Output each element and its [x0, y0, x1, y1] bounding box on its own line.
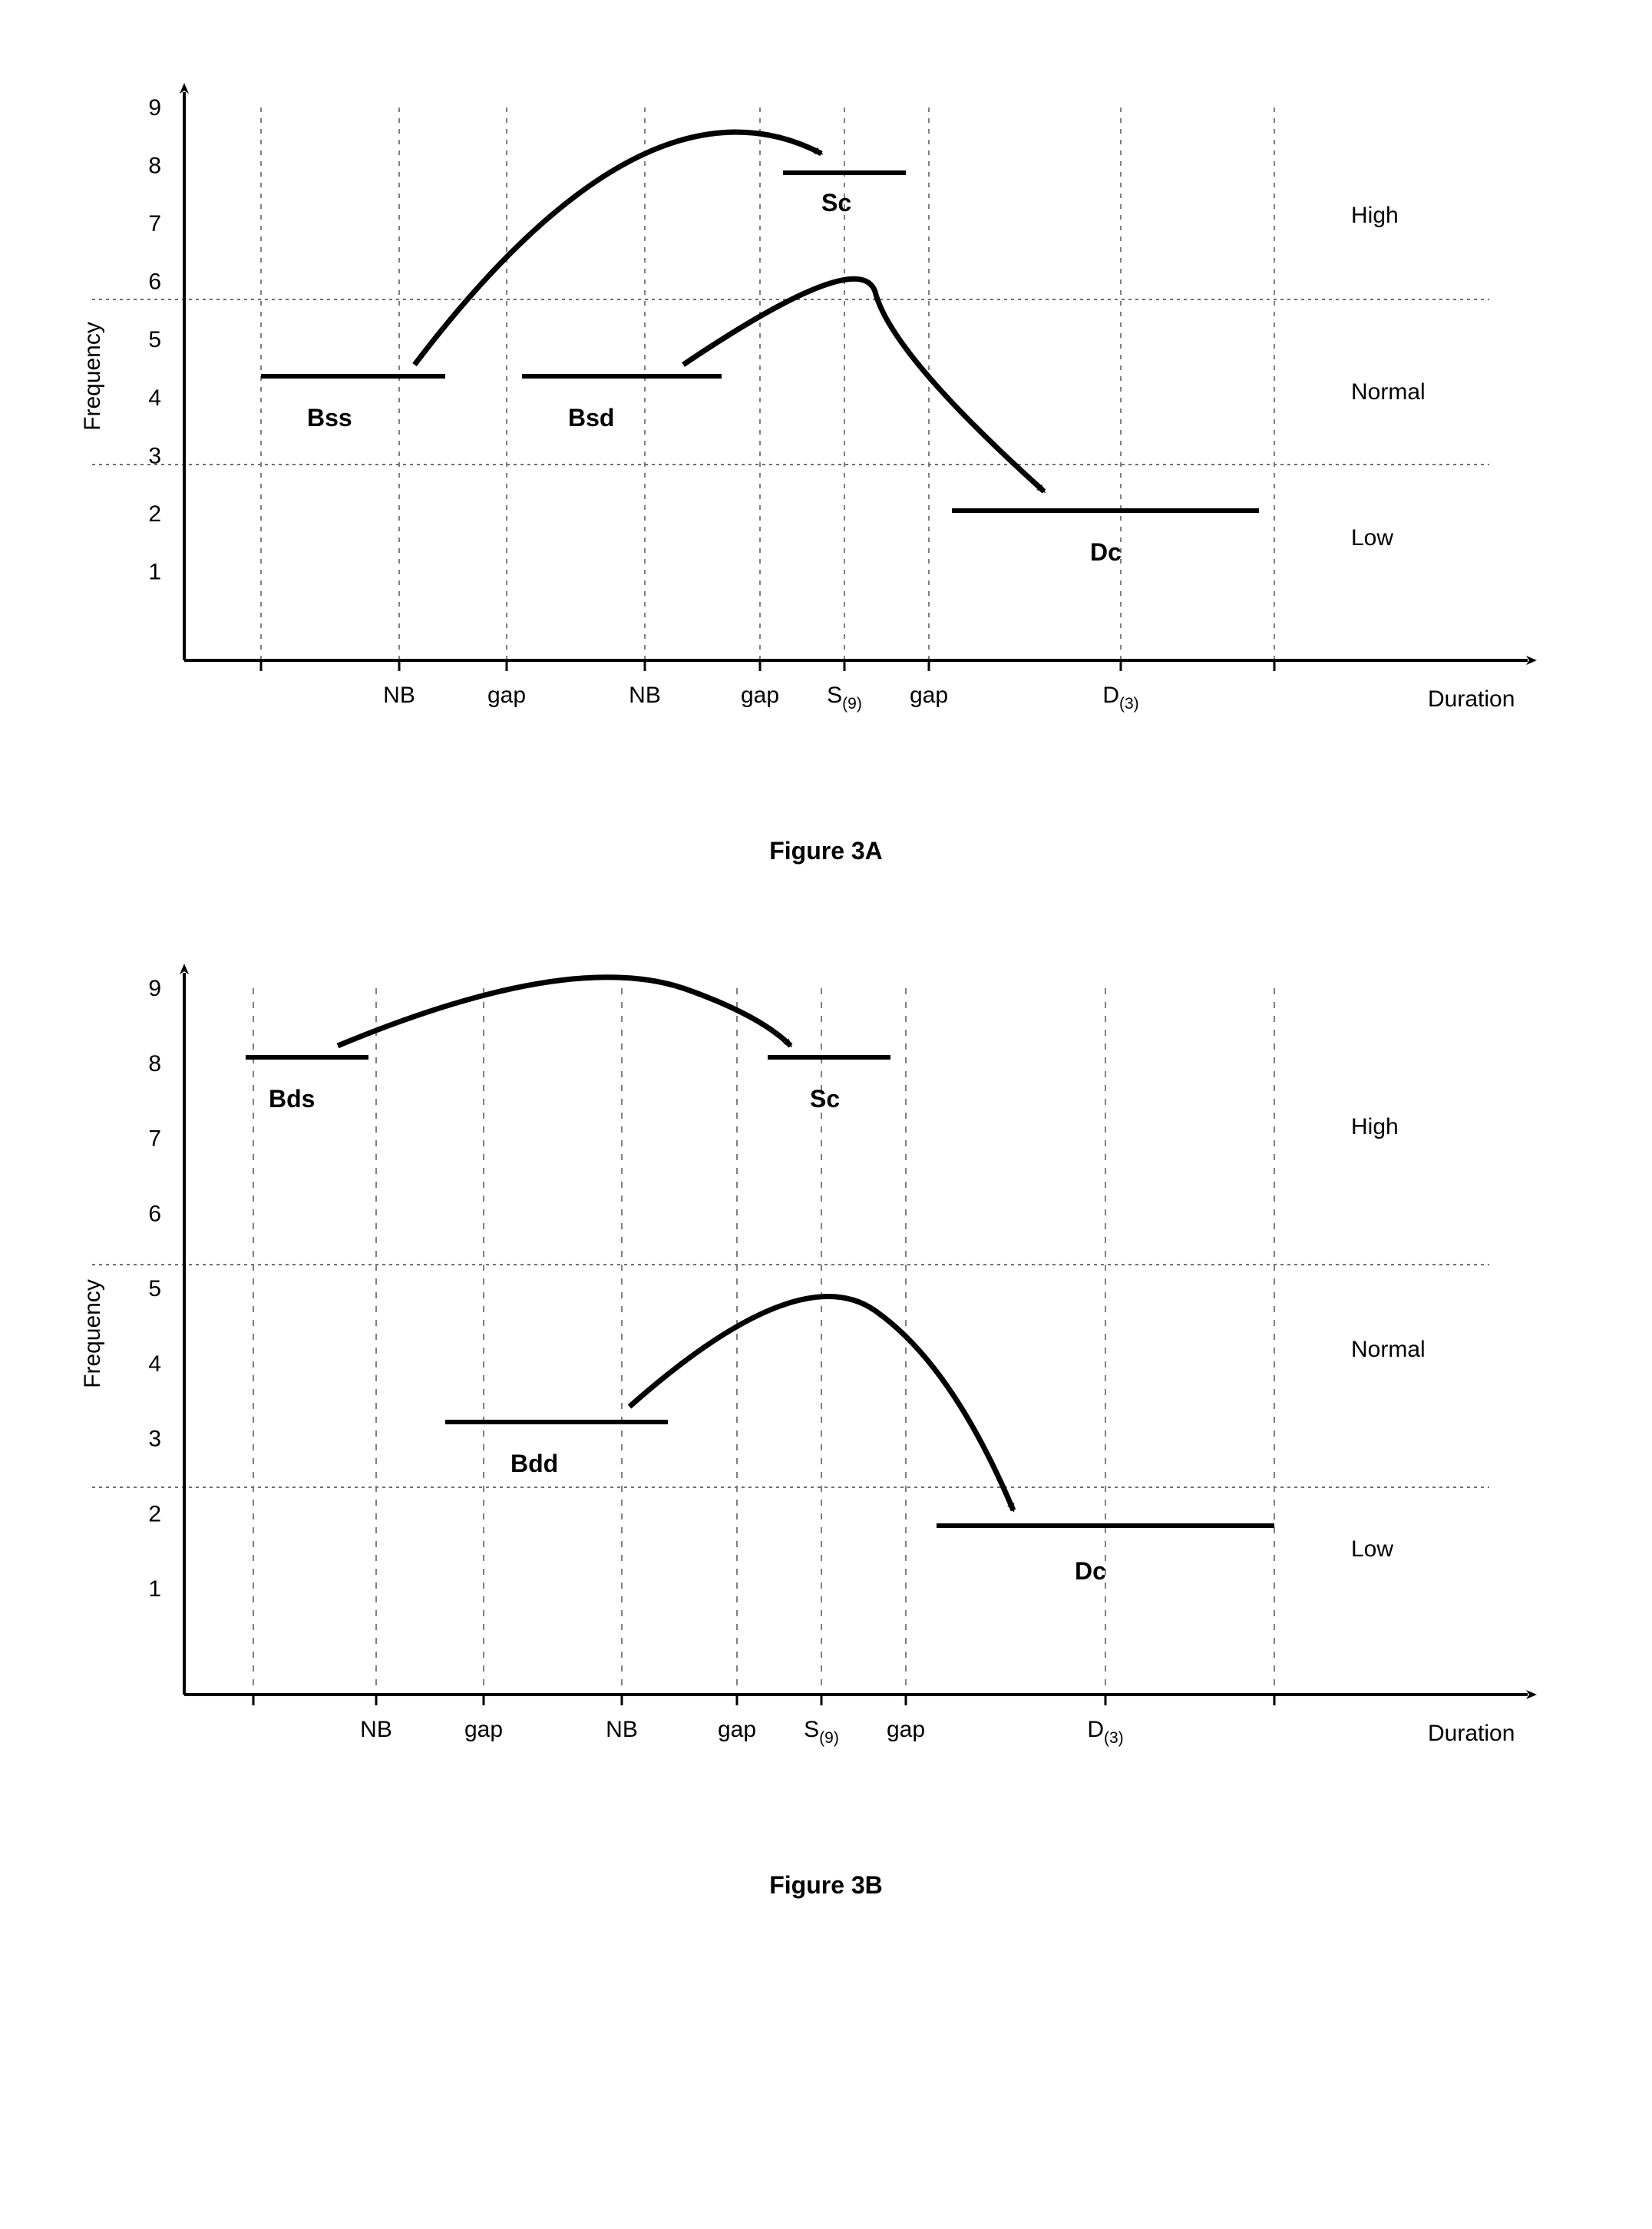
zone-label: Low	[1351, 1536, 1393, 1562]
x-tick-label: NB	[360, 1717, 392, 1742]
curve-arrow-0	[338, 977, 791, 1046]
y-tick-label: 6	[148, 270, 161, 295]
y-tick-label: 4	[148, 1351, 161, 1377]
figure-a-caption: Figure 3A	[31, 837, 1621, 865]
figure-a-chart: 1 2 3 4 5 6 7 8 9 Frequency NB gap NB gap S(9) gap D(3) D…	[31, 46, 1621, 814]
y-tick-label: 2	[148, 501, 161, 527]
y-tick-label: 2	[148, 1501, 161, 1526]
x-tick-label: D(3)	[1087, 1717, 1123, 1747]
y-tick-label: 3	[148, 443, 161, 468]
y-tick-label: 5	[148, 327, 161, 352]
y-tick-label: 9	[148, 95, 161, 121]
x-tick-label: S(9)	[804, 1717, 839, 1747]
segment-label-dc: Dc	[1090, 538, 1122, 566]
y-tick-label: 1	[148, 559, 161, 584]
segment-label-bss: Bss	[307, 404, 352, 432]
zone-label: Normal	[1351, 1337, 1426, 1362]
zone-label: Normal	[1351, 379, 1426, 405]
x-tick-label: gap	[487, 683, 526, 708]
x-tick-label: gap	[741, 683, 779, 708]
y-axis-label: Frequency	[80, 322, 105, 431]
figure-b-chart: 1 2 3 4 5 6 7 8 9 Frequency NB gap NB gap S(9) gap D(3) D…	[31, 927, 1621, 1848]
y-tick-label: 5	[148, 1276, 161, 1301]
segment-label-sc: Sc	[810, 1085, 840, 1113]
x-tick-label: NB	[629, 683, 661, 708]
y-tick-label: 8	[148, 1051, 161, 1076]
x-tick-label: gap	[718, 1717, 756, 1742]
figure-a-svg: 1 2 3 4 5 6 7 8 9 Frequency NB gap NB gap S(9) gap D(3) D…	[31, 46, 1621, 814]
curve-arrow-1	[683, 279, 1044, 491]
y-tick-label: 7	[148, 211, 161, 236]
x-tick-label: gap	[910, 683, 948, 708]
figure-b-caption: Figure 3B	[31, 1871, 1621, 1900]
segment-label-bdd: Bdd	[510, 1450, 558, 1477]
y-tick-label: 6	[148, 1201, 161, 1226]
figure-a-container: 1 2 3 4 5 6 7 8 9 Frequency NB gap NB gap S(9) gap D(3) D…	[31, 46, 1621, 865]
segment-label-bds: Bds	[269, 1085, 315, 1113]
y-tick-label: 8	[148, 154, 161, 179]
x-tick-label: D(3)	[1102, 683, 1138, 713]
x-tick-label: gap	[464, 1717, 503, 1742]
y-tick-label: 4	[148, 385, 161, 411]
x-tick-label: NB	[606, 1717, 638, 1742]
segment-label-sc: Sc	[821, 189, 851, 217]
y-tick-label: 9	[148, 976, 161, 1001]
x-tick-label: NB	[383, 683, 415, 708]
zone-label: High	[1351, 203, 1399, 228]
y-tick-label: 3	[148, 1427, 161, 1452]
segment-label-dc: Dc	[1075, 1557, 1106, 1585]
figure-b-container: 1 2 3 4 5 6 7 8 9 Frequency NB gap NB gap S(9) gap D(3) D…	[31, 927, 1621, 1900]
y-tick-label: 1	[148, 1576, 161, 1602]
x-tick-label: gap	[887, 1717, 925, 1742]
segment-label-bsd: Bsd	[568, 404, 614, 432]
figure-b-svg: 1 2 3 4 5 6 7 8 9 Frequency NB gap NB gap S(9) gap D(3) D…	[31, 927, 1621, 1848]
y-axis-label: Frequency	[80, 1279, 105, 1388]
x-tick-label: S(9)	[827, 683, 862, 713]
zone-label: Low	[1351, 525, 1393, 551]
x-axis-label: Duration	[1428, 686, 1515, 712]
y-tick-label: 7	[148, 1126, 161, 1152]
zone-label: High	[1351, 1114, 1399, 1139]
x-axis-label: Duration	[1428, 1721, 1515, 1746]
